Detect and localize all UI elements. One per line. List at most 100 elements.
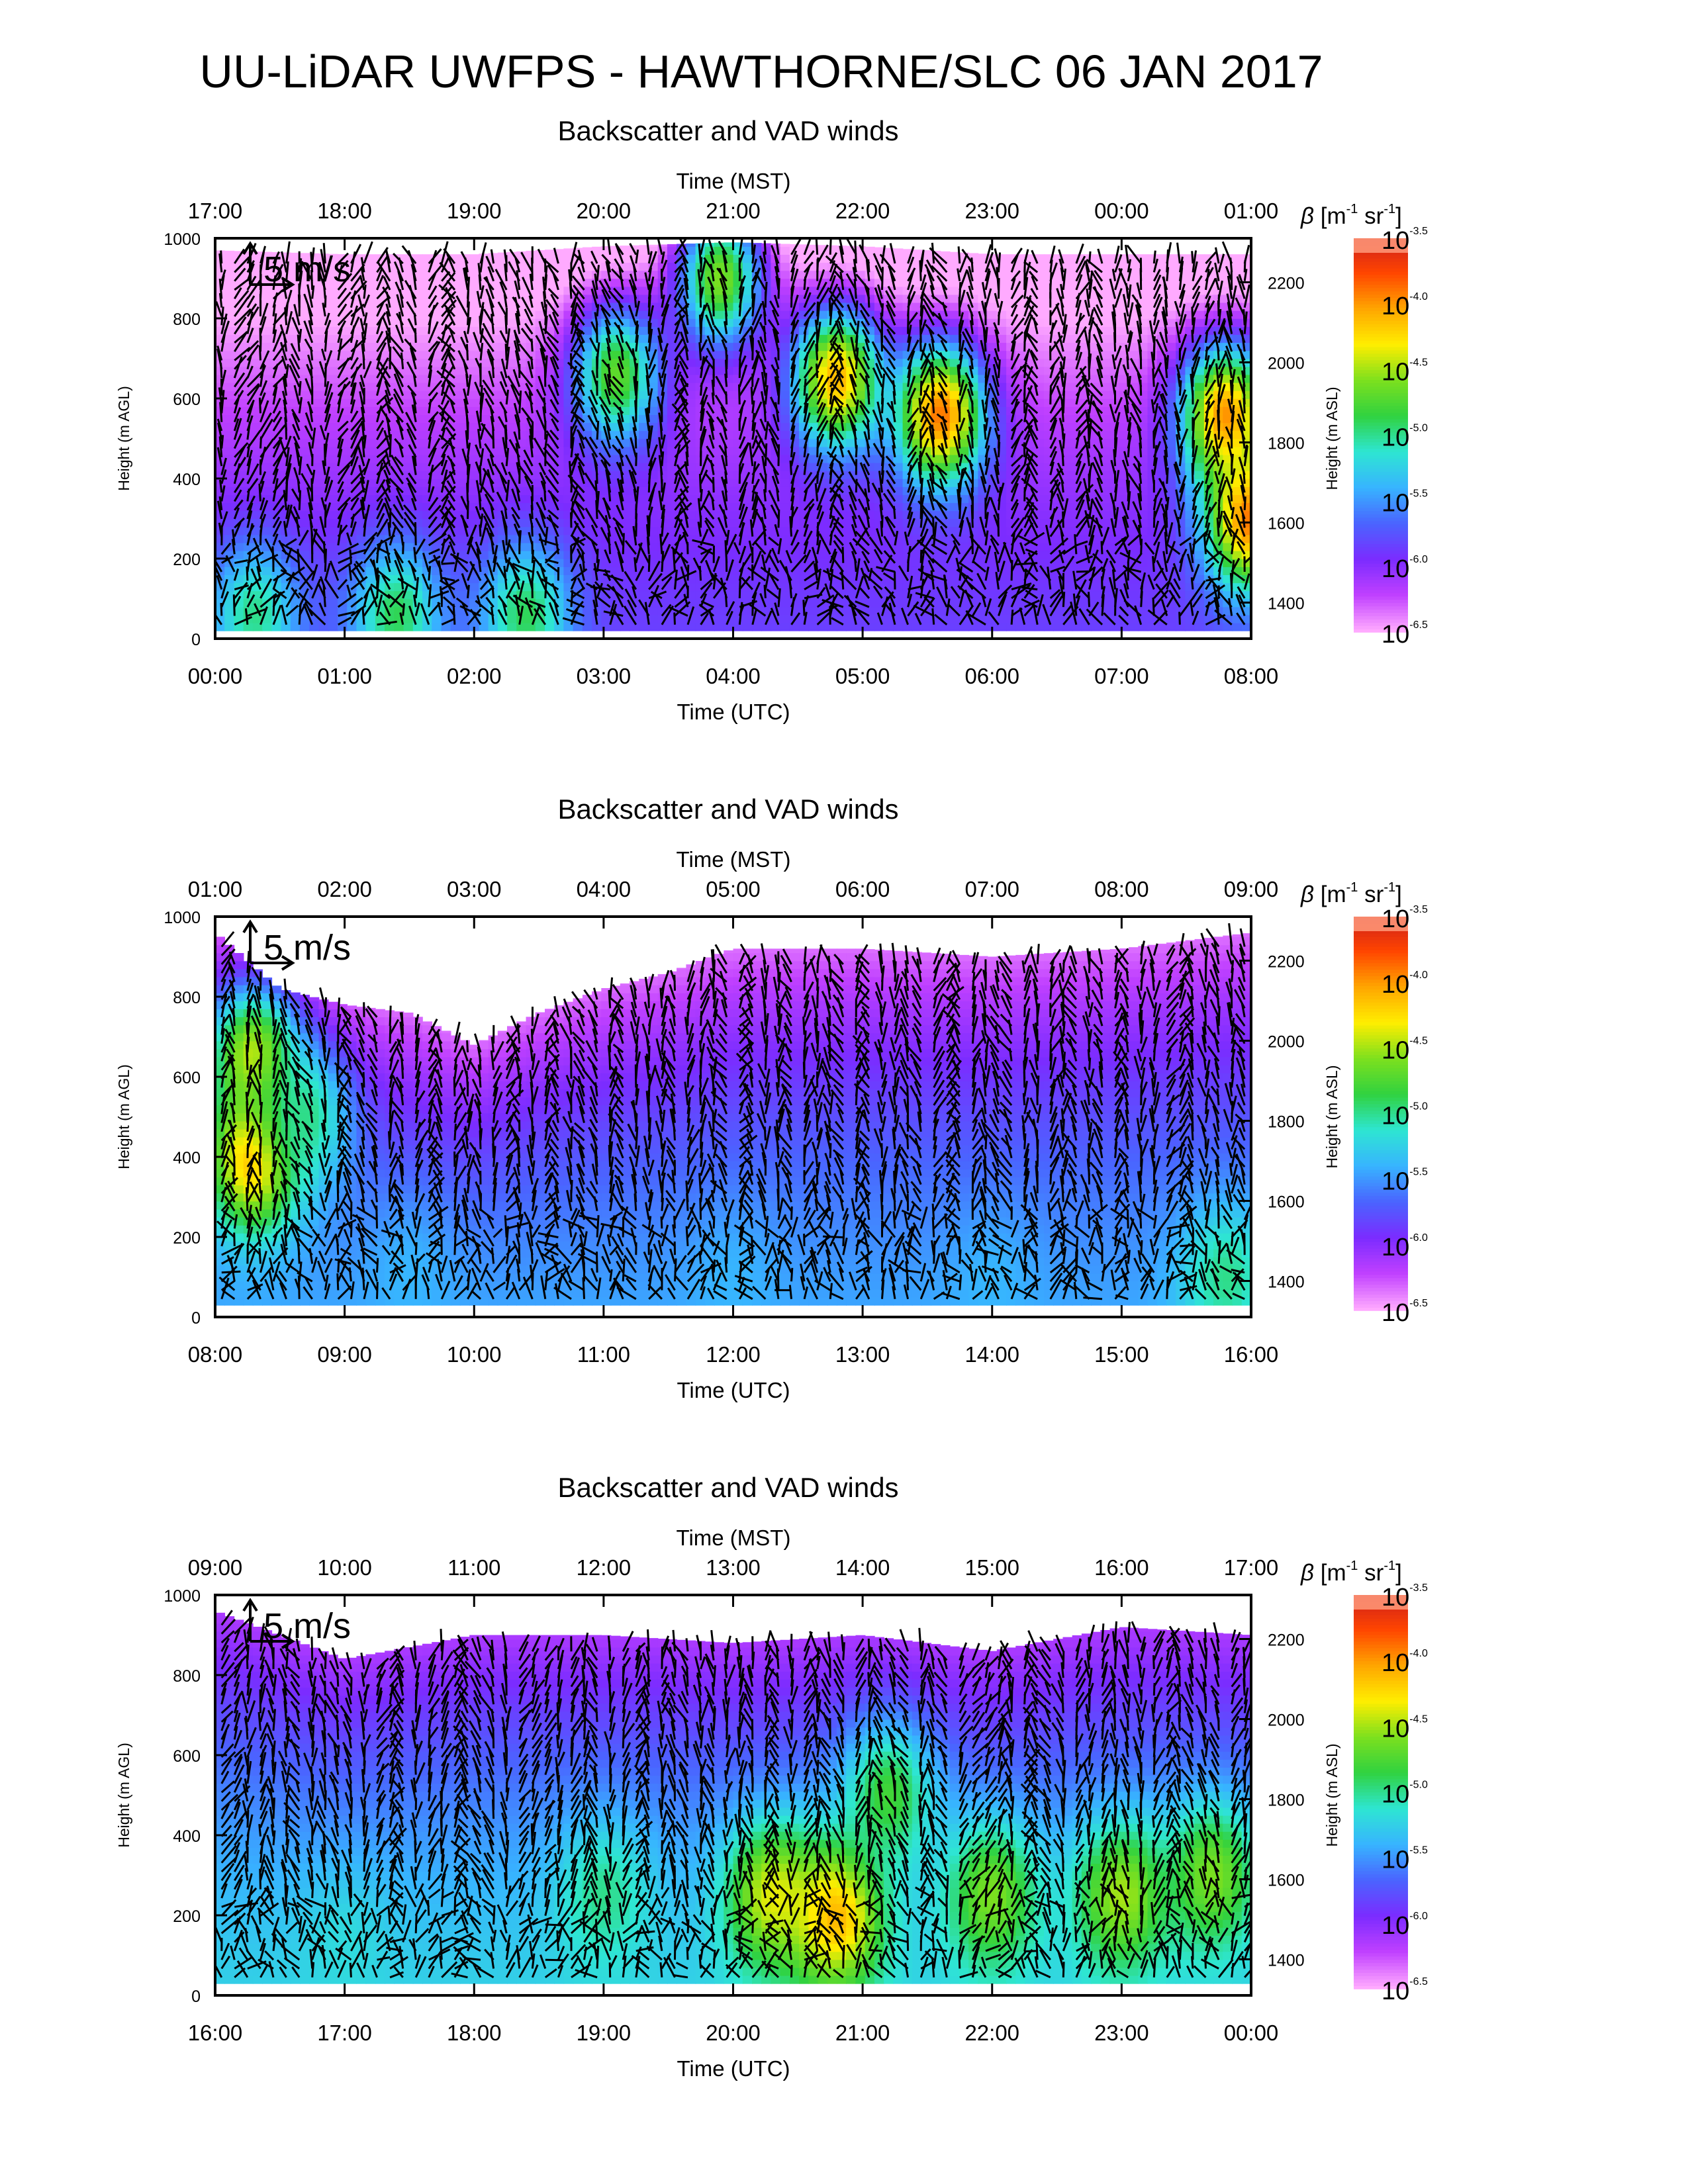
backscatter-cell xyxy=(347,574,357,584)
backscatter-cell xyxy=(921,622,931,631)
backscatter-cell xyxy=(450,342,461,351)
backscatter-cell xyxy=(224,374,235,383)
backscatter-cell xyxy=(328,286,338,295)
backscatter-cell xyxy=(733,398,743,407)
backscatter-cell xyxy=(365,334,376,343)
backscatter-cell xyxy=(432,470,442,479)
backscatter-cell xyxy=(328,582,338,592)
backscatter-cell xyxy=(1166,438,1176,447)
backscatter-cell xyxy=(526,250,536,255)
backscatter-cell xyxy=(262,486,273,495)
backscatter-cell xyxy=(563,567,574,575)
backscatter-cell xyxy=(422,382,432,391)
backscatter-cell xyxy=(733,590,743,600)
backscatter-cell xyxy=(385,574,395,584)
backscatter-cell xyxy=(328,534,338,543)
backscatter-cell xyxy=(432,614,442,623)
backscatter-cell xyxy=(1062,310,1073,319)
backscatter-cell xyxy=(714,606,724,615)
backscatter-cell xyxy=(827,245,837,247)
backscatter-cell xyxy=(818,342,828,351)
backscatter-cell xyxy=(432,310,442,319)
backscatter-cell xyxy=(639,462,649,471)
backscatter-cell xyxy=(714,542,724,551)
backscatter-cell xyxy=(328,438,338,447)
backscatter-cell xyxy=(526,622,536,631)
backscatter-cell xyxy=(582,606,592,615)
backscatter-cell xyxy=(224,286,235,295)
backscatter-cell xyxy=(987,310,998,319)
backscatter-cell xyxy=(328,253,338,255)
backscatter-cell xyxy=(403,454,414,463)
backscatter-cell xyxy=(1138,598,1149,608)
backscatter-cell xyxy=(1166,382,1176,391)
backscatter-cell xyxy=(412,286,423,295)
backscatter-cell xyxy=(328,310,338,319)
backscatter-cell xyxy=(959,542,969,551)
backscatter-cell xyxy=(949,622,960,631)
backscatter-cell xyxy=(1129,622,1139,631)
backscatter-cell xyxy=(224,422,235,432)
backscatter-cell xyxy=(422,390,432,399)
backscatter-cell xyxy=(469,582,480,592)
backscatter-cell xyxy=(865,622,875,631)
backscatter-cell xyxy=(733,262,743,271)
backscatter-cell xyxy=(347,510,357,520)
backscatter-cell xyxy=(262,454,273,463)
backscatter-cell xyxy=(1194,574,1205,584)
backscatter-cell xyxy=(394,454,404,463)
backscatter-cell xyxy=(1194,622,1205,631)
backscatter-cell xyxy=(224,438,235,447)
backscatter-cell xyxy=(639,270,649,279)
backscatter-cell xyxy=(780,606,790,615)
backscatter-cell xyxy=(610,622,621,631)
backscatter-cell xyxy=(1081,622,1092,631)
backscatter-cell xyxy=(252,358,263,367)
backscatter-cell xyxy=(365,342,376,351)
figure-title: UU-LiDAR UWFPS - HAWTHORNE/SLC 06 JAN 20… xyxy=(0,45,1523,98)
backscatter-cell xyxy=(1166,310,1176,319)
backscatter-cell xyxy=(459,622,470,631)
backscatter-cell xyxy=(252,518,263,527)
backscatter-cell xyxy=(432,430,442,439)
backscatter-cell xyxy=(639,286,649,295)
backscatter-cell xyxy=(262,254,273,263)
backscatter-cell xyxy=(215,366,225,375)
backscatter-cell xyxy=(639,326,649,335)
backscatter-cell xyxy=(252,446,263,455)
backscatter-cell xyxy=(808,518,819,527)
backscatter-cell xyxy=(215,534,225,543)
backscatter-cell xyxy=(949,598,960,608)
backscatter-cell xyxy=(648,542,659,551)
backscatter-cell xyxy=(300,286,310,295)
backscatter-cell xyxy=(714,614,724,623)
backscatter-cell xyxy=(516,486,527,495)
backscatter-cell xyxy=(893,606,904,615)
backscatter-cell xyxy=(554,249,565,255)
backscatter-cell xyxy=(469,422,480,432)
backscatter-cell xyxy=(1129,350,1139,359)
backscatter-cell xyxy=(300,518,310,527)
backscatter-cell xyxy=(630,567,639,575)
backscatter-cell xyxy=(365,262,376,271)
backscatter-cell xyxy=(949,318,960,327)
backscatter-cell xyxy=(318,622,329,631)
backscatter-cell xyxy=(1062,302,1073,311)
backscatter-cell xyxy=(432,622,442,631)
backscatter-cell xyxy=(818,334,828,343)
backscatter-cell xyxy=(884,390,894,399)
backscatter-cell xyxy=(422,406,432,415)
backscatter-cell xyxy=(224,310,235,319)
backscatter-cell xyxy=(300,446,310,455)
backscatter-cell xyxy=(469,574,480,584)
backscatter-cell xyxy=(648,606,659,615)
backscatter-cell xyxy=(300,430,310,439)
backscatter-cell xyxy=(469,398,480,407)
backscatter-cell xyxy=(469,430,480,439)
backscatter-cell xyxy=(630,366,639,375)
backscatter-cell xyxy=(459,614,470,623)
backscatter-cell xyxy=(526,406,536,415)
backscatter-cell xyxy=(412,342,423,351)
backscatter-cell xyxy=(1044,278,1054,287)
